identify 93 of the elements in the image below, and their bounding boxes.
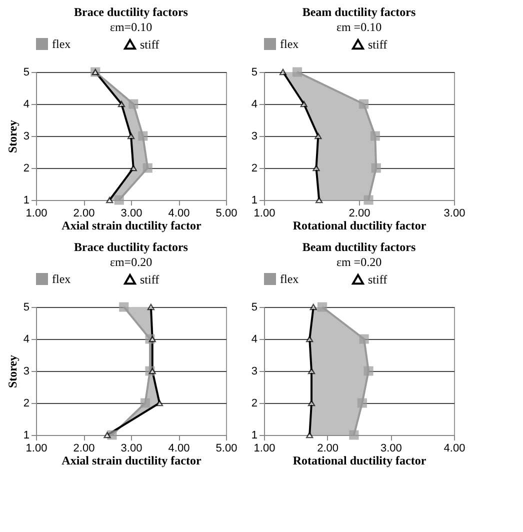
- x-tick-label: 3.00: [120, 208, 142, 220]
- point: [156, 400, 164, 406]
- y-tick-label: 1: [23, 430, 30, 442]
- point: [357, 398, 367, 408]
- y-tick-label: 3: [23, 130, 30, 142]
- point: [292, 67, 302, 77]
- x-tick-label: 3.00: [380, 442, 402, 454]
- point: [138, 131, 148, 141]
- point: [128, 99, 138, 109]
- x-axis-title: Rotational ductility factor: [292, 454, 427, 468]
- x-tick-label: 2.00: [348, 208, 370, 220]
- point: [104, 432, 111, 438]
- point: [118, 100, 126, 108]
- y-tick-label: 2: [23, 398, 30, 410]
- y-tick-label: 2: [251, 398, 258, 410]
- point: [314, 132, 322, 140]
- x-tick-label: 1.00: [26, 208, 48, 220]
- chart-title: Beam ductility factors: [302, 240, 416, 254]
- point: [358, 99, 369, 109]
- point: [317, 302, 328, 312]
- x-tick-label: 2.00: [317, 442, 339, 454]
- legend-label: flex: [280, 272, 299, 286]
- x-tick-label: 4.00: [168, 208, 190, 220]
- x-tick-label: 3.00: [444, 208, 466, 220]
- y-tick-label: 3: [251, 130, 258, 142]
- x-tick-label: 5.00: [216, 442, 238, 454]
- point: [300, 100, 308, 108]
- point: [279, 68, 287, 76]
- legend-label: stiff: [368, 37, 388, 52]
- y-tick-label: 2: [251, 162, 258, 174]
- chart-title: Brace ductility factors: [74, 240, 188, 254]
- point: [371, 163, 381, 173]
- y-tick-label: 4: [23, 334, 30, 346]
- x-tick-label: 1.00: [26, 442, 48, 454]
- point: [310, 304, 317, 310]
- y-tick-label: 1: [251, 194, 258, 206]
- legend-label: flex: [52, 272, 71, 286]
- x-tick-label: 1.00: [254, 208, 276, 220]
- y-axis-title: Storey: [5, 120, 20, 154]
- point: [349, 430, 359, 440]
- point: [359, 334, 369, 344]
- chart-subtitle: εm=0.20: [110, 255, 152, 269]
- point: [316, 196, 323, 204]
- y-tick-label: 1: [251, 430, 258, 442]
- x-tick-label: 4.00: [444, 442, 466, 454]
- legend-label: stiff: [140, 37, 160, 52]
- point: [148, 336, 156, 342]
- point: [364, 195, 374, 205]
- legend-label: stiff: [368, 272, 388, 286]
- point: [306, 432, 314, 438]
- y-tick-label: 5: [251, 302, 258, 314]
- y-axis-title: Storey: [5, 354, 20, 388]
- y-tick-label: 5: [23, 302, 30, 314]
- point: [142, 163, 152, 173]
- y-tick-label: 5: [23, 66, 30, 78]
- chart-subtitle: εm =0.20: [336, 255, 382, 269]
- y-tick-label: 2: [23, 162, 30, 174]
- chart-subtitle: εm =0.10: [336, 20, 382, 34]
- point: [106, 196, 114, 204]
- x-axis-title: Axial strain ductility factor: [62, 454, 202, 468]
- y-tick-label: 4: [251, 98, 258, 110]
- point: [148, 368, 156, 374]
- chart-title: Brace ductility factors: [74, 5, 188, 19]
- x-tick-label: 2.00: [73, 442, 95, 454]
- chart-subtitle: εm=0.10: [110, 20, 152, 34]
- x-axis-title: Axial strain ductility factor: [62, 218, 202, 232]
- point: [127, 132, 135, 140]
- point: [130, 164, 137, 172]
- x-axis-title: Rotational ductility factor: [292, 218, 427, 232]
- point: [114, 195, 124, 205]
- point: [308, 368, 316, 374]
- chart-title: Beam ductility factors: [302, 5, 416, 19]
- y-tick-label: 4: [251, 334, 258, 346]
- x-tick-label: 2.00: [73, 208, 95, 220]
- point: [364, 366, 374, 376]
- y-tick-label: 4: [23, 98, 30, 110]
- y-tick-label: 3: [23, 366, 30, 378]
- point: [140, 398, 150, 408]
- point: [119, 302, 129, 312]
- x-tick-label: 3.00: [120, 442, 142, 454]
- legend-label: flex: [52, 37, 71, 51]
- y-tick-label: 1: [23, 194, 30, 206]
- x-tick-label: 5.00: [216, 208, 238, 220]
- y-tick-label: 5: [251, 66, 258, 78]
- point: [370, 131, 380, 141]
- x-tick-label: 1.00: [254, 442, 276, 454]
- x-tick-label: 4.00: [168, 442, 190, 454]
- legend-label: stiff: [140, 272, 160, 286]
- point: [147, 304, 155, 310]
- legend-label: flex: [280, 37, 299, 51]
- y-tick-label: 3: [251, 366, 258, 378]
- point: [312, 164, 320, 172]
- point: [306, 336, 314, 342]
